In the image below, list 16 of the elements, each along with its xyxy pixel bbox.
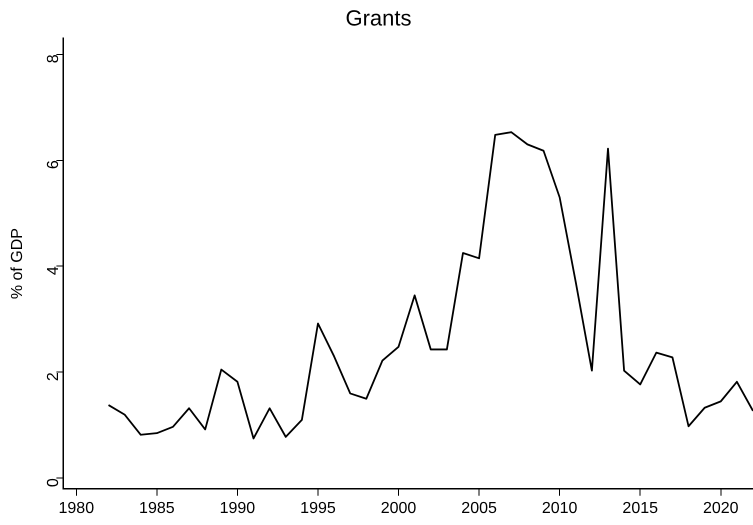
y-tick-label: 4	[44, 266, 62, 276]
y-tick-label: 6	[44, 160, 62, 170]
x-tick-label: 2010	[542, 500, 578, 517]
y-axis-title: % of GDP	[9, 228, 26, 300]
chart-title: Grants	[345, 5, 412, 30]
x-tick-label: 2000	[380, 500, 416, 517]
x-tick-label: 1990	[220, 500, 256, 517]
x-tick-label: 1985	[139, 500, 175, 517]
x-tick-label: 2020	[702, 500, 739, 517]
y-tick-label: 0	[44, 478, 62, 488]
x-tick-label: 1995	[300, 500, 336, 517]
x-tick-label: 1980	[58, 500, 94, 517]
y-tick-label: 2	[44, 372, 62, 382]
y-tick-label: 8	[44, 54, 62, 64]
x-tick-label: 2005	[461, 500, 497, 517]
x-tick-label: 2015	[622, 500, 658, 517]
